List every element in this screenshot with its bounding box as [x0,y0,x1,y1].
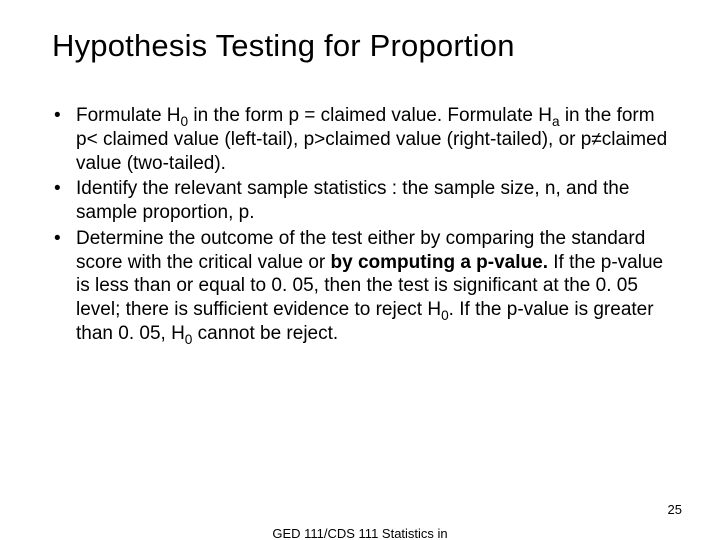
bullet-3-text-4: cannot be reject. [192,323,338,344]
bullet-3-sub-1: 0 [441,308,449,323]
bullet-2: Identify the relevant sample statistics … [50,177,680,225]
bullet-2-text: Identify the relevant sample statistics … [76,178,629,223]
slide-title: Hypothesis Testing for Proportion [52,28,680,64]
footer-center: GED 111/CDS 111 Statistics in Modern Soc… [240,526,480,540]
slide-container: Hypothesis Testing for Proportion Formul… [0,0,720,540]
bullet-3: Determine the outcome of the test either… [50,227,680,346]
slide-content: Formulate H0 in the form p = claimed val… [40,104,680,346]
bullet-1-sub-1: 0 [181,114,189,129]
bullet-1: Formulate H0 in the form p = claimed val… [50,104,680,175]
bullet-1-sub-2: a [552,114,560,129]
footer-line-1: GED 111/CDS 111 Statistics in [272,526,447,540]
bullet-list: Formulate H0 in the form p = claimed val… [50,104,680,346]
bullet-1-text-1: Formulate H [76,105,181,126]
page-number: 25 [668,502,682,517]
bullet-3-bold: by computing a p-value. [331,252,548,273]
bullet-1-text-2: in the form p = claimed value. Formulate… [188,105,552,126]
